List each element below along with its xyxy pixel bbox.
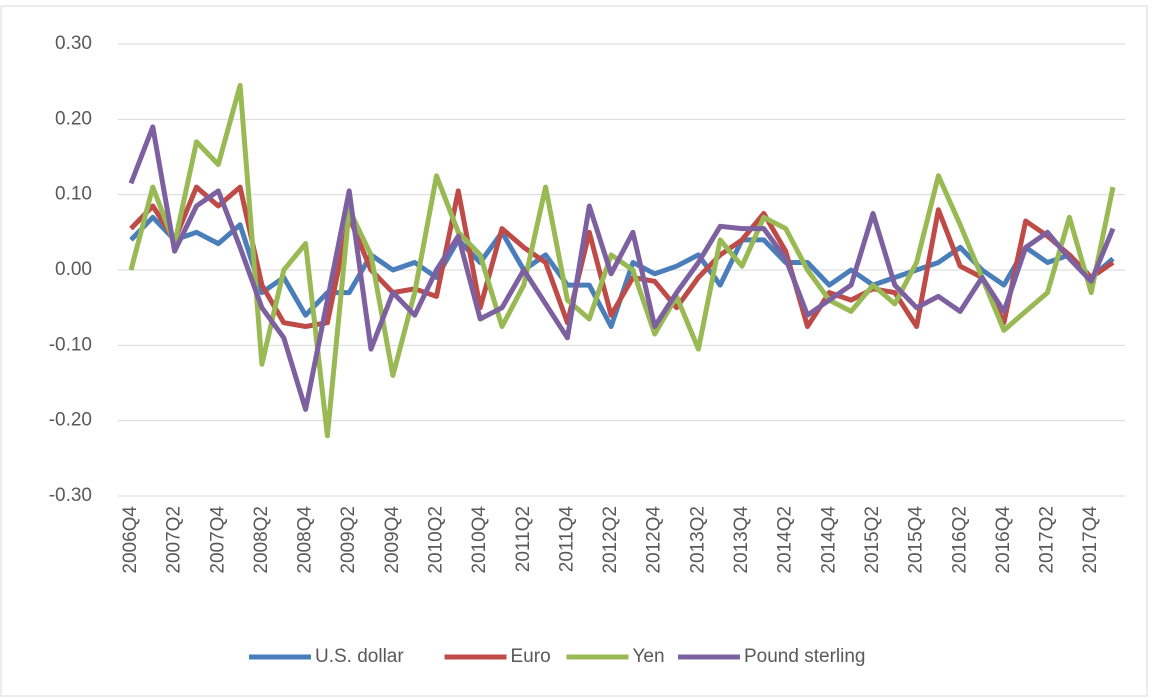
legend-label: Euro xyxy=(511,646,551,667)
x-tick-label: 2014Q4 xyxy=(818,506,839,574)
x-tick-label: 2013Q2 xyxy=(687,506,708,574)
x-tick-label: 2009Q4 xyxy=(382,506,403,574)
x-tick-label: 2010Q2 xyxy=(426,506,447,574)
y-tick-label: 0.10 xyxy=(55,184,92,205)
x-tick-label: 2016Q4 xyxy=(993,506,1014,574)
y-tick-label: 0.00 xyxy=(55,259,92,280)
legend-label: Yen xyxy=(633,646,665,667)
legend-label: Pound sterling xyxy=(744,646,865,667)
y-tick-label: -0.30 xyxy=(49,485,92,506)
x-tick-label: 2008Q4 xyxy=(295,506,316,574)
x-tick-label: 2015Q2 xyxy=(862,506,883,574)
chart-frame xyxy=(0,5,1148,697)
legend-label: U.S. dollar xyxy=(315,646,404,667)
y-tick-label: -0.10 xyxy=(49,334,92,355)
x-tick-label: 2011Q2 xyxy=(513,506,534,572)
x-tick-label: 2012Q4 xyxy=(644,506,665,574)
x-tick-label: 2014Q2 xyxy=(775,506,796,574)
x-tick-label: 2007Q4 xyxy=(207,506,228,574)
x-tick-label: 2015Q4 xyxy=(906,506,927,574)
series-line xyxy=(129,184,1115,329)
y-tick-label: 0.20 xyxy=(55,108,92,129)
x-tick-label: 2008Q2 xyxy=(251,506,272,574)
series-line xyxy=(128,82,1116,439)
y-tick-label: 0.30 xyxy=(55,33,92,54)
x-tick-label: 2011Q4 xyxy=(556,506,577,573)
x-tick-label: 2007Q2 xyxy=(164,506,185,574)
x-tick-label: 2017Q2 xyxy=(1037,506,1058,574)
x-tick-label: 2012Q2 xyxy=(600,506,621,574)
x-tick-label: 2013Q4 xyxy=(731,506,752,574)
y-tick-label: -0.20 xyxy=(49,410,92,431)
x-tick-label: 2016Q2 xyxy=(949,506,970,574)
series-line xyxy=(128,124,1116,412)
x-tick-label: 2006Q4 xyxy=(120,506,141,574)
x-tick-label: 2017Q4 xyxy=(1080,506,1101,574)
x-tick-label: 2009Q2 xyxy=(338,506,359,574)
x-tick-label: 2010Q4 xyxy=(469,506,490,574)
